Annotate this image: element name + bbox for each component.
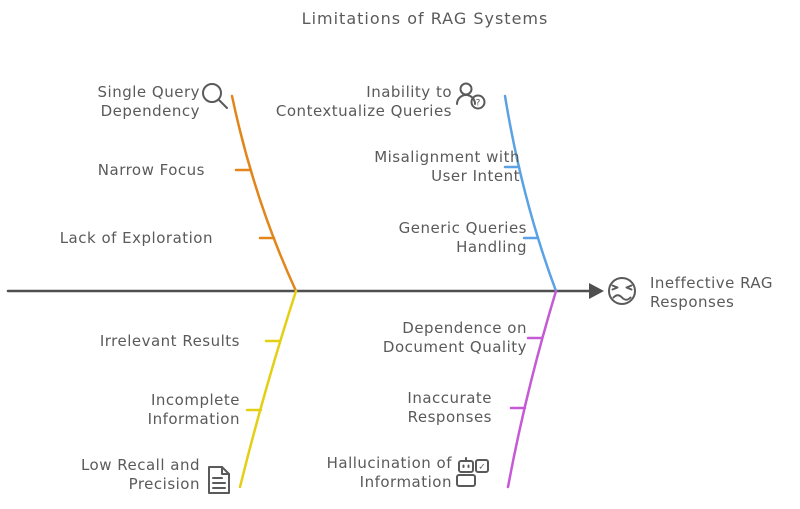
cause-line: Incomplete [151, 391, 240, 409]
cause-label-low-recall-precision: Low Recall and Precision [81, 456, 200, 494]
cause-label-hallucination-information: Hallucination of Information [327, 454, 452, 492]
confused-face-icon [608, 277, 636, 305]
branch-top-left [230, 94, 298, 293]
cause-line: Responses [407, 408, 492, 426]
branch-line [506, 289, 558, 489]
branch-top-right [503, 94, 558, 293]
cause-line: Narrow Focus [97, 161, 205, 179]
cause-line: Handling [456, 238, 527, 256]
cause-label-lack-of-exploration: Lack of Exploration [60, 229, 213, 248]
cause-label-misalignment-user-intent: Misalignment with User Intent [374, 148, 520, 186]
effect-label: Ineffective RAG Responses [650, 274, 773, 312]
cause-line: Low Recall and [80, 456, 200, 474]
effect-line: Ineffective RAG [650, 274, 774, 292]
cause-line: Generic Queries [398, 219, 527, 237]
cause-label-incomplete-information: Incomplete Information [148, 391, 240, 429]
cause-label-inaccurate-responses: Inaccurate Responses [407, 389, 492, 427]
search-icon [202, 83, 228, 109]
cause-line: Inability to [366, 83, 452, 101]
branch-bottom-right [506, 289, 558, 489]
user-question-icon: ? [456, 82, 486, 110]
cause-label-irrelevant-results: Irrelevant Results [100, 332, 240, 351]
diagram-title: Limitations of RAG Systems [301, 9, 549, 28]
question-glyph: ? [476, 99, 481, 109]
cause-line: Dependency [100, 102, 200, 120]
spine-arrowhead-icon [589, 283, 604, 299]
cause-line: Information [359, 473, 452, 491]
cause-line: Document Quality [382, 338, 527, 356]
check-glyph: ✓ [478, 463, 486, 473]
cause-line: Information [147, 410, 240, 428]
cause-label-dependence-document-quality: Dependence on Document Quality [383, 319, 527, 357]
robot-check-icon: ✓ [456, 457, 489, 487]
cause-line: Inaccurate [407, 389, 492, 407]
cause-line: Lack of Exploration [59, 229, 213, 247]
cause-label-single-query-dependency: Single Query Dependency [98, 83, 200, 121]
branch-line [503, 94, 558, 293]
branch-line [238, 289, 298, 489]
document-icon [208, 466, 230, 494]
cause-line: Hallucination of [326, 454, 452, 472]
cause-line: Irrelevant Results [99, 332, 240, 350]
cause-line: Single Query [97, 83, 200, 101]
cause-line: Misalignment with [374, 148, 520, 166]
cause-label-inability-to-contextualize: Inability to Contextualize Queries [276, 83, 452, 121]
cause-line: Dependence on [402, 319, 527, 337]
cause-label-generic-queries-handling: Generic Queries Handling [399, 219, 527, 257]
branch-bottom-left [238, 289, 298, 489]
cause-line: Contextualize Queries [275, 102, 452, 120]
cause-line: User Intent [431, 167, 520, 185]
branch-line [230, 94, 298, 293]
effect-line: Responses [650, 293, 735, 311]
cause-line: Precision [128, 475, 200, 493]
cause-label-narrow-focus: Narrow Focus [98, 161, 205, 180]
